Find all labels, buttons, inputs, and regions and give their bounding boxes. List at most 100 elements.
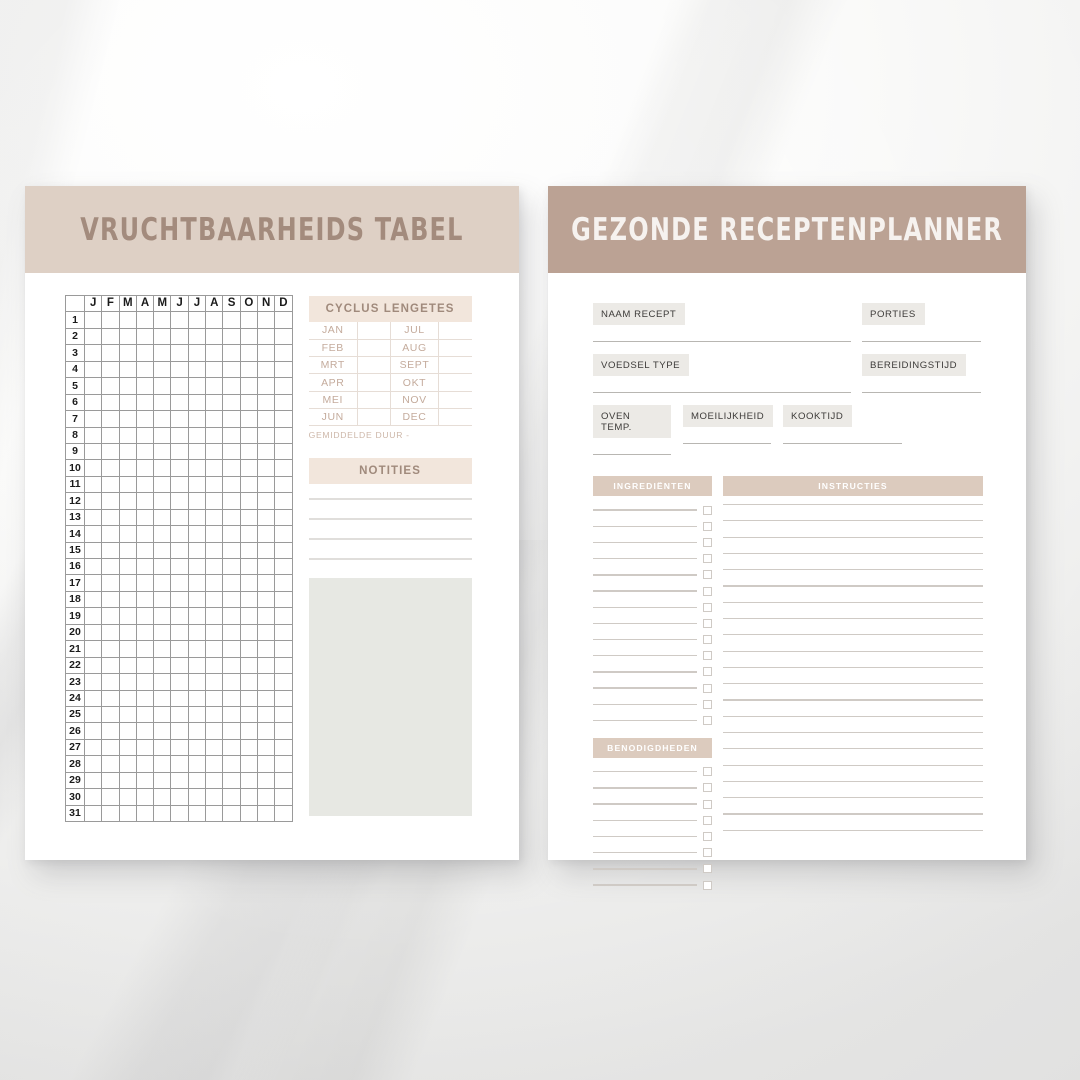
grid-cell[interactable] <box>274 804 293 823</box>
grid-cell[interactable] <box>239 426 258 444</box>
grid-cell[interactable] <box>83 656 103 675</box>
grid-cell[interactable] <box>118 640 137 658</box>
write-line[interactable] <box>593 622 697 625</box>
grid-cell[interactable] <box>222 557 241 576</box>
grid-cell[interactable] <box>170 788 189 806</box>
grid-cell[interactable] <box>187 475 207 494</box>
grid-cell[interactable] <box>135 804 155 823</box>
grid-cell[interactable] <box>205 673 224 691</box>
grid-cell[interactable] <box>118 755 137 773</box>
instruction-line[interactable] <box>723 813 983 815</box>
notes-write-lines[interactable] <box>308 498 472 560</box>
grid-cell[interactable] <box>205 475 224 494</box>
grid-cell[interactable] <box>118 574 137 592</box>
field-input-rule[interactable] <box>593 341 851 342</box>
grid-cell[interactable] <box>118 788 137 806</box>
grid-cell[interactable] <box>101 705 120 724</box>
cycle-value-cell[interactable] <box>357 373 391 392</box>
grid-cell[interactable] <box>187 492 207 510</box>
grid-cell[interactable] <box>205 508 224 527</box>
grid-cell[interactable] <box>187 705 207 724</box>
field-kooktijd[interactable]: KOOKTIJD <box>783 405 902 455</box>
grid-cell[interactable] <box>101 590 120 609</box>
write-line[interactable] <box>593 655 697 657</box>
grid-cell[interactable] <box>153 788 172 806</box>
grid-cell[interactable] <box>83 344 103 362</box>
grid-cell[interactable] <box>118 771 137 790</box>
checkbox[interactable] <box>703 716 712 726</box>
grid-cell[interactable] <box>135 475 155 494</box>
grid-cell[interactable] <box>118 623 137 642</box>
grid-cell[interactable] <box>205 377 224 395</box>
grid-cell[interactable] <box>274 459 293 477</box>
grid-cell[interactable] <box>83 804 103 823</box>
grid-cell[interactable] <box>187 722 207 740</box>
grid-cell[interactable] <box>135 689 155 707</box>
ingredient-row[interactable] <box>593 534 712 550</box>
grid-cell[interactable] <box>239 738 258 757</box>
grid-cell[interactable] <box>239 492 258 510</box>
instruction-line[interactable] <box>723 829 983 831</box>
grid-cell[interactable] <box>135 311 155 329</box>
grid-cell[interactable] <box>256 607 276 625</box>
grid-cell[interactable] <box>101 574 120 592</box>
write-line[interactable] <box>593 703 697 706</box>
grid-cell[interactable] <box>170 623 189 642</box>
write-line[interactable] <box>593 719 697 722</box>
grid-cell[interactable] <box>135 508 155 527</box>
grid-cell[interactable] <box>256 771 276 790</box>
field-oven-temp[interactable]: OVEN TEMP. <box>593 405 671 455</box>
ingredient-row[interactable] <box>593 712 712 728</box>
grid-cell[interactable] <box>83 360 103 379</box>
grid-cell[interactable] <box>101 459 120 477</box>
grid-cell[interactable] <box>170 557 189 576</box>
grid-cell[interactable] <box>187 525 207 543</box>
note-line[interactable] <box>308 558 472 560</box>
grid-cell[interactable] <box>118 590 137 609</box>
grid-cell[interactable] <box>170 722 189 740</box>
grid-cell[interactable] <box>170 459 189 477</box>
grid-cell[interactable] <box>187 327 207 346</box>
ingredient-row[interactable] <box>593 632 712 648</box>
grid-cell[interactable] <box>222 393 241 412</box>
grid-cell[interactable] <box>170 327 189 346</box>
grid-cell[interactable] <box>101 640 120 658</box>
grid-cell[interactable] <box>83 393 103 412</box>
grid-cell[interactable] <box>205 426 224 444</box>
grid-cell[interactable] <box>187 393 207 412</box>
grid-cell[interactable] <box>170 442 189 461</box>
checkbox[interactable] <box>703 586 712 596</box>
grid-cell[interactable] <box>153 393 172 412</box>
grid-cell[interactable] <box>101 327 120 346</box>
grid-cell[interactable] <box>256 574 276 592</box>
checkbox[interactable] <box>703 635 712 645</box>
grid-cell[interactable] <box>83 492 103 510</box>
grid-cell[interactable] <box>222 656 241 675</box>
grid-cell[interactable] <box>170 590 189 609</box>
grid-cell[interactable] <box>187 360 207 379</box>
grid-cell[interactable] <box>135 327 155 346</box>
grid-cell[interactable] <box>153 673 172 691</box>
grid-cell[interactable] <box>256 410 276 428</box>
grid-cell[interactable] <box>101 360 120 379</box>
instruction-line[interactable] <box>723 536 983 538</box>
grid-cell[interactable] <box>170 656 189 675</box>
grid-cell[interactable] <box>256 492 276 510</box>
grid-cell[interactable] <box>118 377 137 395</box>
grid-cell[interactable] <box>274 525 293 543</box>
grid-cell[interactable] <box>239 344 258 362</box>
grid-cell[interactable] <box>256 755 276 773</box>
grid-cell[interactable] <box>239 459 258 477</box>
field-moeilijkheid[interactable]: MOEILIJKHEID <box>683 405 774 455</box>
grid-cell[interactable] <box>222 738 241 757</box>
grid-cell[interactable] <box>239 311 258 329</box>
grid-cell[interactable] <box>118 673 137 691</box>
grid-cell[interactable] <box>118 344 137 362</box>
grid-cell[interactable] <box>274 360 293 379</box>
grid-cell[interactable] <box>239 475 258 494</box>
grid-cell[interactable] <box>256 426 276 444</box>
grid-cell[interactable] <box>153 327 172 346</box>
grid-cell[interactable] <box>187 623 207 642</box>
grid-cell[interactable] <box>83 459 103 477</box>
grid-cell[interactable] <box>222 623 241 642</box>
